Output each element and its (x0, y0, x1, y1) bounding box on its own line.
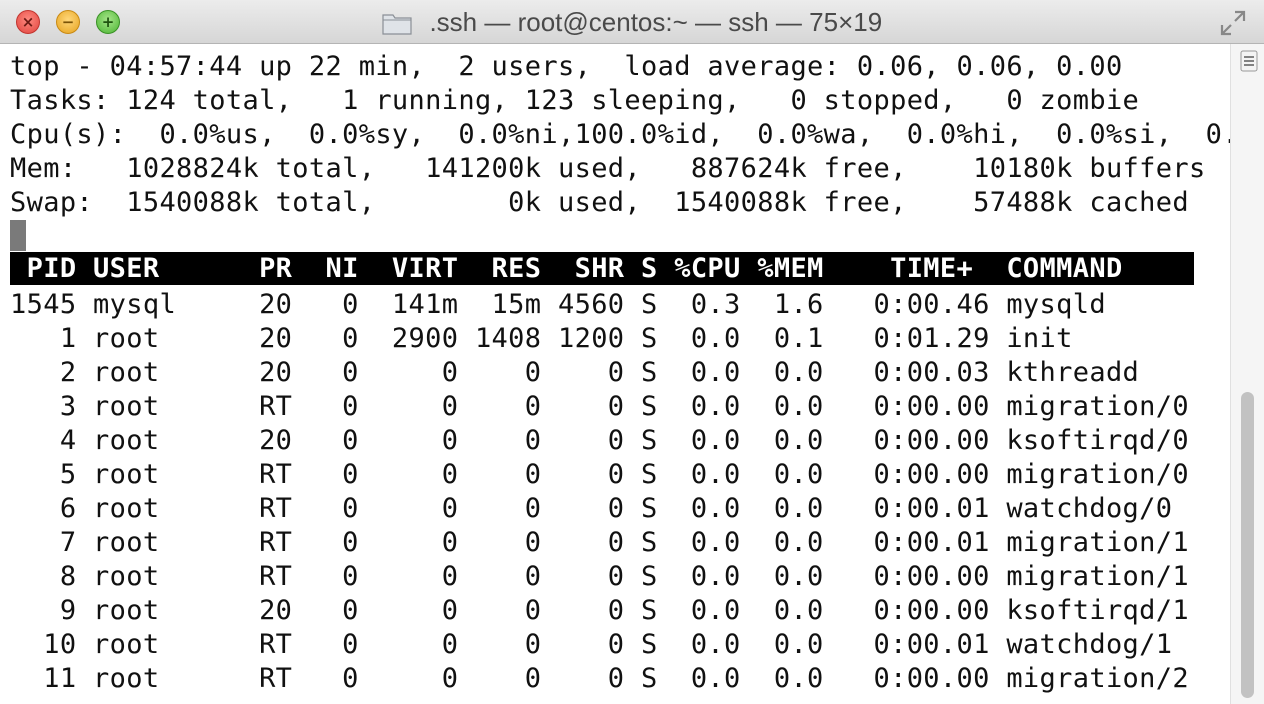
table-row: 3 root RT 0 0 0 0 S 0.0 0.0 0:00.00 migr… (10, 391, 1189, 422)
table-row: 11 root RT 0 0 0 0 S 0.0 0.0 0:00.00 mig… (10, 663, 1189, 694)
mem-line: Mem: 1028824k total, 141200k used, 88762… (10, 153, 1206, 184)
close-icon: × (21, 13, 35, 31)
table-row: 1545 mysql 20 0 141m 15m 4560 S 0.3 1.6 … (10, 289, 1106, 320)
text-cursor (10, 220, 26, 251)
table-row: 7 root RT 0 0 0 0 S 0.0 0.0 0:00.01 migr… (10, 527, 1189, 558)
minimize-button[interactable]: − (56, 10, 80, 34)
table-row: 6 root RT 0 0 0 0 S 0.0 0.0 0:00.01 watc… (10, 493, 1173, 524)
title-bar: × − + .ssh — root@centos:~ — ssh — 75×19 (0, 0, 1264, 44)
fullscreen-icon[interactable] (1218, 8, 1248, 38)
minimize-icon: − (61, 13, 75, 31)
table-row: 10 root RT 0 0 0 0 S 0.0 0.0 0:00.01 wat… (10, 629, 1173, 660)
hamburger-icon[interactable] (1240, 50, 1258, 72)
process-table-header: PID USER PR NI VIRT RES SHR S %CPU %MEM … (10, 252, 1194, 285)
scrollbar-thumb[interactable] (1241, 392, 1254, 698)
close-button[interactable]: × (16, 10, 40, 34)
table-row: 9 root 20 0 0 0 0 S 0.0 0.0 0:00.00 ksof… (10, 595, 1189, 626)
folder-icon (382, 13, 412, 35)
table-row: 4 root 20 0 0 0 0 S 0.0 0.0 0:00.00 ksof… (10, 425, 1189, 456)
zoom-icon: + (101, 13, 115, 31)
window-title-text: .ssh — root@centos:~ — ssh — 75×19 (429, 7, 883, 37)
table-row: 8 root RT 0 0 0 0 S 0.0 0.0 0:00.00 migr… (10, 561, 1189, 592)
table-row: 2 root 20 0 0 0 0 S 0.0 0.0 0:00.03 kthr… (10, 357, 1140, 388)
zoom-button[interactable]: + (96, 10, 120, 34)
uptime-line: top - 04:57:44 up 22 min, 2 users, load … (10, 51, 1123, 82)
table-row: 1 root 20 0 2900 1408 1200 S 0.0 0.1 0:0… (10, 323, 1073, 354)
terminal-output[interactable]: top - 04:57:44 up 22 min, 2 users, load … (0, 44, 1230, 704)
tasks-line: Tasks: 124 total, 1 running, 123 sleepin… (10, 85, 1140, 116)
cpu-line: Cpu(s): 0.0%us, 0.0%sy, 0.0%ni,100.0%id,… (10, 119, 1230, 150)
table-row: 5 root RT 0 0 0 0 S 0.0 0.0 0:00.00 migr… (10, 459, 1189, 490)
window-title: .ssh — root@centos:~ — ssh — 75×19 (0, 7, 1264, 38)
process-table-header-text: PID USER PR NI VIRT RES SHR S %CPU %MEM … (10, 253, 1123, 284)
swap-line: Swap: 1540088k total, 0k used, 1540088k … (10, 187, 1189, 218)
